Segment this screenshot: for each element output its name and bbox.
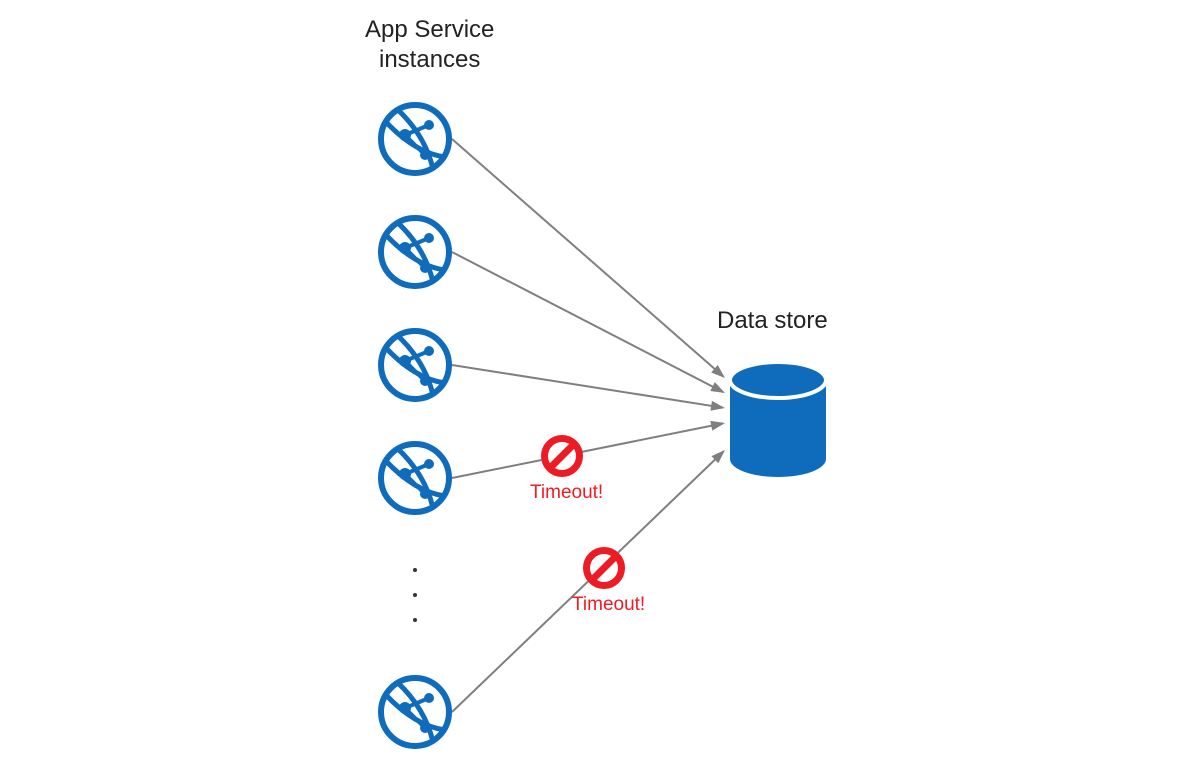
data-store-icon [730, 362, 826, 477]
timeout-label: Timeout! [530, 482, 603, 504]
app-service-heading: App Serviceinstances [365, 15, 494, 75]
timeout-label: Timeout! [572, 594, 645, 616]
app-service-instance-icon [381, 331, 449, 399]
timeout-prohibit-icon [583, 547, 625, 589]
ellipsis-dot [413, 618, 417, 622]
data-store-heading: Data store [717, 306, 828, 336]
app-service-instance-icon [381, 218, 449, 286]
app-service-instance-icon [381, 444, 449, 512]
app-service-instance-icon [381, 678, 449, 746]
ellipsis-dot [413, 593, 417, 597]
timeout-prohibit-icon [541, 435, 583, 477]
ellipsis-dot [413, 568, 417, 572]
app-service-instance-icon [381, 105, 449, 173]
